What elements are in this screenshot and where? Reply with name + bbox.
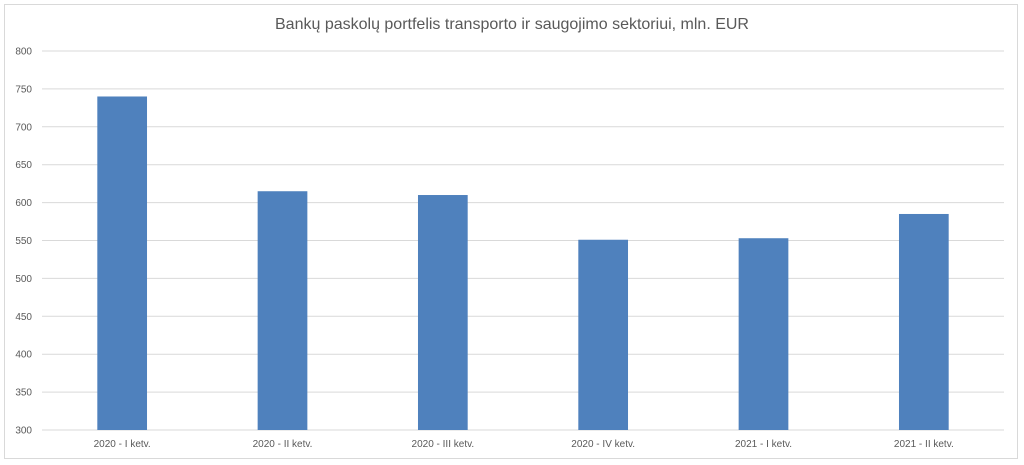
bar bbox=[417, 195, 468, 430]
x-tick-label: 2021 - II ketv. bbox=[894, 439, 954, 450]
bar bbox=[898, 213, 949, 430]
bar bbox=[578, 239, 629, 430]
x-tick-label: 2021 - I ketv. bbox=[735, 439, 792, 450]
y-tick-label: 550 bbox=[15, 236, 32, 247]
chart-frame bbox=[4, 4, 1018, 459]
y-tick-label: 750 bbox=[15, 84, 32, 95]
y-tick-label: 800 bbox=[15, 47, 32, 58]
bar bbox=[97, 96, 148, 430]
x-axis-tick-labels: 2020 - I ketv. 2020 - II ketv. 2020 - III … bbox=[94, 439, 954, 450]
bar bbox=[738, 238, 789, 430]
y-axis-tick-labels: 300 350 400 450 500 550 600 650 700 750 800 bbox=[15, 47, 32, 437]
x-tick-label: 2020 - III ketv. bbox=[412, 439, 475, 450]
x-tick-label: 2020 - I ketv. bbox=[94, 439, 151, 450]
x-tick-label: 2020 - II ketv. bbox=[253, 439, 313, 450]
chart-title: Bankų paskolų portfelis transporto ir sa… bbox=[275, 16, 749, 33]
x-tick-label: 2020 - IV ketv. bbox=[571, 439, 635, 450]
gridlines bbox=[42, 50, 1004, 431]
bars bbox=[97, 96, 949, 430]
y-tick-label: 300 bbox=[15, 426, 32, 437]
y-tick-label: 400 bbox=[15, 350, 32, 361]
y-tick-label: 450 bbox=[15, 312, 32, 323]
y-tick-label: 700 bbox=[15, 122, 32, 133]
y-tick-label: 500 bbox=[15, 274, 32, 285]
y-tick-label: 650 bbox=[15, 160, 32, 171]
y-tick-label: 350 bbox=[15, 388, 32, 399]
bar bbox=[257, 191, 308, 430]
y-tick-label: 600 bbox=[15, 198, 32, 209]
